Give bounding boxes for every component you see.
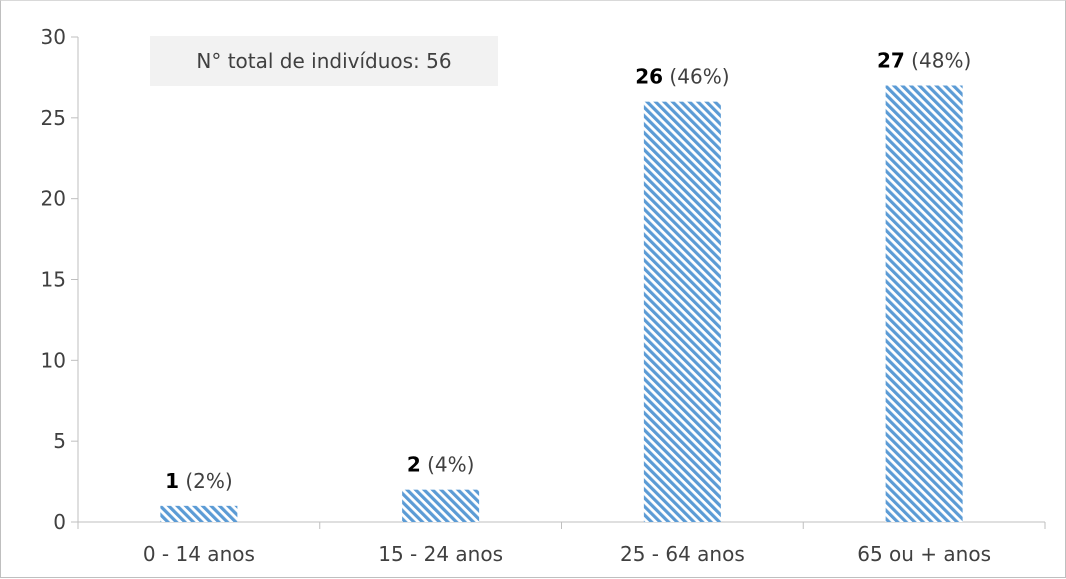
data-label: 26 (46%)	[635, 65, 729, 89]
data-label-value: 27	[877, 49, 905, 73]
bars	[160, 85, 963, 523]
bar	[885, 85, 963, 522]
annotation-background	[150, 36, 498, 86]
data-label-percent: (2%)	[179, 469, 233, 493]
data-label: 1 (2%)	[165, 469, 233, 493]
y-tick-label: 30	[41, 25, 66, 49]
x-category-label: 15 - 24 anos	[378, 542, 503, 566]
y-tick-label: 5	[53, 429, 66, 453]
x-category-label: 0 - 14 anos	[143, 542, 255, 566]
y-tick-label: 20	[41, 187, 66, 211]
x-category-label: 25 - 64 anos	[620, 542, 745, 566]
bar	[643, 101, 721, 523]
y-tick-label: 15	[41, 268, 66, 292]
y-tick-label: 0	[53, 510, 66, 534]
data-label: 27 (48%)	[877, 49, 971, 73]
data-label-percent: (46%)	[663, 65, 729, 89]
data-label-percent: (4%)	[421, 453, 475, 477]
y-tick-label: 10	[41, 348, 66, 372]
bar	[160, 505, 238, 522]
labels: 0 - 14 anos 1 (2%) 15 - 24 anos 2 (4%) 25 - …	[143, 49, 991, 567]
data-label-value: 2	[407, 453, 421, 477]
data-label-value: 26	[635, 65, 663, 89]
total-annotation: N° total de indivíduos: 56	[150, 36, 498, 86]
x-category-label: 65 ou + anos	[857, 542, 991, 566]
y-tick-label: 25	[41, 106, 66, 130]
data-label: 2 (4%)	[407, 453, 475, 477]
bar	[402, 489, 480, 522]
data-label-value: 1	[165, 469, 179, 493]
data-label-percent: (48%)	[905, 49, 971, 73]
axes: 0 5 10 15 20 25 30	[41, 25, 1046, 534]
annotation-text: N° total de indivíduos: 56	[196, 49, 451, 73]
